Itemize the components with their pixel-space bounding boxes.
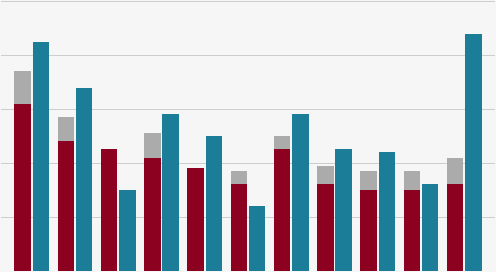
Bar (361, 171, 377, 190)
Bar (274, 136, 290, 149)
Bar (14, 104, 31, 271)
Bar (465, 34, 482, 271)
Bar (422, 184, 438, 271)
Bar (33, 42, 49, 271)
Bar (119, 190, 135, 271)
Bar (335, 149, 352, 271)
Bar (249, 206, 265, 271)
Bar (447, 157, 463, 184)
Bar (187, 168, 204, 271)
Bar (144, 133, 161, 157)
Bar (231, 184, 247, 271)
Bar (58, 141, 74, 271)
Bar (317, 166, 334, 184)
Bar (378, 152, 395, 271)
Bar (162, 115, 179, 271)
Bar (101, 149, 118, 271)
Bar (231, 171, 247, 184)
Bar (317, 184, 334, 271)
Bar (361, 190, 377, 271)
Bar (14, 71, 31, 104)
Bar (404, 190, 420, 271)
Bar (292, 115, 309, 271)
Bar (58, 117, 74, 141)
Bar (447, 184, 463, 271)
Bar (76, 88, 92, 271)
Bar (206, 136, 222, 271)
Bar (144, 157, 161, 271)
Bar (404, 171, 420, 190)
Bar (274, 149, 290, 271)
